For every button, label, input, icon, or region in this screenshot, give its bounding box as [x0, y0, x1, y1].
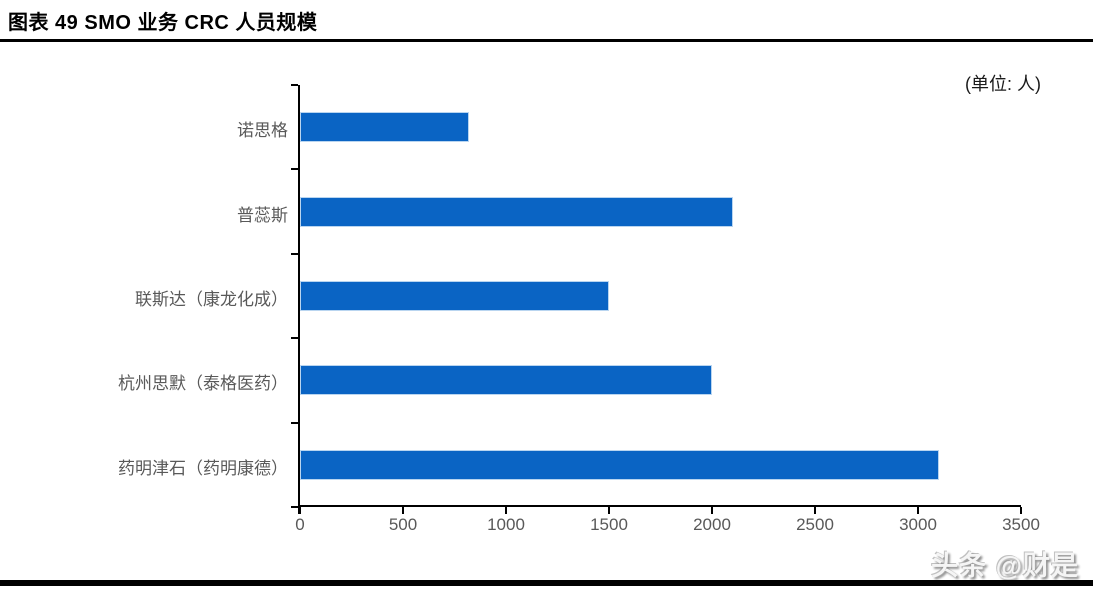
y-axis-tick — [291, 168, 298, 171]
x-tick-label: 3500 — [1002, 515, 1040, 534]
x-tick-label: 2500 — [796, 515, 834, 534]
x-axis-tick — [299, 507, 301, 514]
x-tick-label: 2000 — [693, 515, 731, 534]
y-axis-tick — [291, 252, 298, 255]
bar — [300, 281, 609, 311]
y-axis-tick — [291, 506, 298, 508]
bar — [300, 196, 733, 227]
bar — [300, 449, 939, 480]
y-axis-line — [298, 85, 300, 514]
x-axis-tick — [402, 507, 404, 514]
y-axis-tick — [291, 421, 298, 424]
x-axis-tick — [814, 507, 816, 514]
x-axis-tick — [505, 507, 507, 514]
watermark: 头条 @财是 — [931, 551, 1079, 581]
category-label: 诺思格 — [237, 121, 288, 141]
x-axis-tick — [1020, 507, 1022, 514]
x-axis-line — [298, 505, 1021, 507]
unit-label: (单位: 人) — [965, 74, 1041, 94]
x-tick-label: 500 — [388, 515, 418, 534]
chart-title: 图表 49 SMO 业务 CRC 人员规模 — [8, 12, 318, 34]
category-label: 联斯达（康龙化成） — [135, 290, 288, 309]
x-axis-tick — [608, 507, 610, 514]
x-tick-label: 1500 — [590, 515, 628, 534]
x-tick-label: 1000 — [487, 515, 525, 534]
x-axis-tick — [917, 507, 919, 514]
category-label: 药明津石（药明康德） — [118, 458, 288, 478]
x-tick-label: 0 — [295, 515, 305, 534]
bar — [300, 365, 712, 396]
y-axis-tick — [291, 337, 298, 340]
category-label: 杭州思默（泰格医药） — [118, 374, 288, 394]
bar — [300, 112, 469, 143]
x-tick-label: 3000 — [899, 515, 937, 534]
y-axis-tick — [291, 84, 298, 86]
title-underline — [0, 39, 1093, 42]
category-label: 普蕊斯 — [237, 205, 288, 225]
x-axis-tick — [711, 507, 713, 514]
bottom-divider — [0, 580, 1093, 586]
